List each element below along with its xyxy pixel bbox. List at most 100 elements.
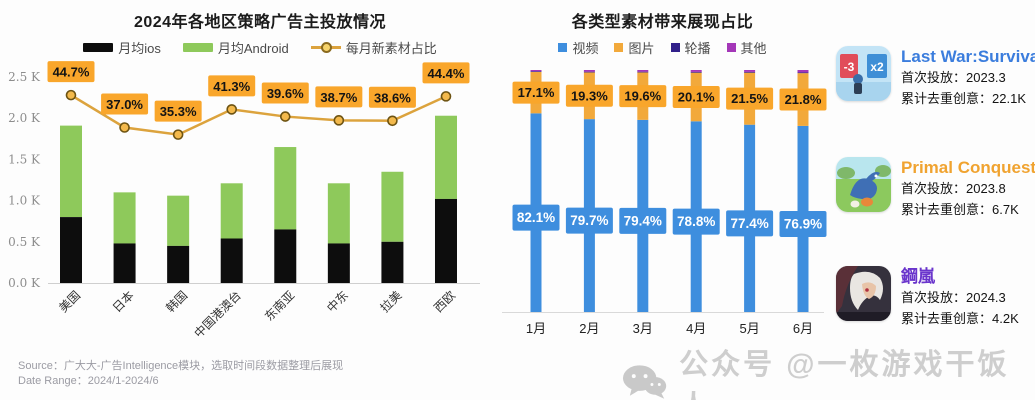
first-run-value: 2024.3 (966, 290, 1006, 305)
legend-item-video: 视频 (558, 38, 598, 57)
legend-label-ios: 月均ios (118, 41, 161, 56)
svg-text:82.1%: 82.1% (517, 210, 555, 225)
creatives-value: 4.2K (992, 311, 1019, 326)
creatives-label: 累计去重创意： (901, 91, 993, 106)
stacked-bar-line-chart: 0.0 K 0.5 K 1.0 K 1.5 K 2.0 K 2.5 K 美国 日本 韩国 中国港澳… (8, 61, 480, 341)
svg-text:0.5 K: 0.5 K (8, 235, 41, 249)
svg-text:2.0 K: 2.0 K (8, 111, 41, 125)
primal-conquest-icon-art (836, 157, 891, 212)
left-chart-legend: 月均ios 月均Android 每月新素材占比 (0, 38, 490, 57)
primal-conquest-app-icon (836, 157, 891, 212)
right-chart-legend: 视频 图片 轮播 其他 (490, 38, 835, 57)
svg-text:6月: 6月 (793, 321, 813, 336)
watermark-text: 公众号 @一枚游戏干饭人 (679, 349, 1010, 400)
svg-text:1.0 K: 1.0 K (8, 194, 41, 208)
svg-text:1.5 K: 1.5 K (8, 152, 41, 166)
svg-text:39.6%: 39.6% (267, 86, 304, 101)
legend-label-other: 其他 (740, 41, 767, 56)
creatives-label: 累计去重创意： (901, 311, 993, 326)
svg-text:21.8%: 21.8% (785, 92, 822, 107)
svg-text:1月: 1月 (526, 321, 546, 336)
svg-text:-3: -3 (844, 60, 855, 74)
svg-text:0.0 K: 0.0 K (8, 276, 41, 290)
first-run-label: 首次投放： (901, 290, 967, 305)
svg-text:日本: 日本 (110, 288, 137, 315)
svg-text:2.5 K: 2.5 K (8, 70, 41, 84)
app-card-last-war: -3 x2 Last War:Survival 首次投放：2023.3 累计去重… (836, 46, 1035, 109)
svg-text:76.9%: 76.9% (784, 216, 822, 231)
svg-text:77.4%: 77.4% (730, 216, 768, 231)
featured-apps-panel: -3 x2 Last War:Survival 首次投放：2023.3 累计去重… (830, 0, 1035, 400)
line-marker-icon (320, 42, 332, 53)
other-swatch (726, 43, 736, 52)
first-run-value: 2023.3 (966, 70, 1006, 85)
app-name: Last War:Survival (901, 47, 1035, 66)
gang-lan-app-icon (836, 266, 891, 321)
watermark: 公众号 @一枚游戏干饭人 (622, 341, 1035, 400)
last-war-app-icon: -3 x2 (836, 46, 891, 101)
svg-text:5月: 5月 (739, 321, 759, 336)
carousel-swatch (670, 43, 680, 52)
svg-text:41.3%: 41.3% (213, 79, 250, 94)
first-run-label: 首次投放： (901, 181, 967, 196)
legend-item-ios: 月均ios (83, 38, 161, 57)
svg-text:19.6%: 19.6% (624, 89, 661, 104)
android-swatch (182, 43, 213, 52)
first-run-label: 首次投放： (901, 70, 967, 85)
svg-text:20.1%: 20.1% (678, 89, 715, 104)
legend-label-android: 月均Android (217, 41, 289, 56)
legend-item-other: 其他 (726, 38, 767, 57)
svg-text:79.4%: 79.4% (624, 213, 662, 228)
gang-lan-icon-art (836, 266, 891, 321)
svg-text:79.7%: 79.7% (570, 213, 608, 228)
legend-item-image: 图片 (614, 38, 655, 57)
line-swatch (310, 42, 341, 53)
left-chart-title: 2024年各地区策略广告主投放情况 (133, 14, 387, 31)
creatives-value: 6.7K (992, 202, 1019, 217)
wechat-icon (622, 365, 667, 399)
svg-text:17.1%: 17.1% (518, 85, 555, 100)
svg-text:韩国: 韩国 (163, 288, 191, 316)
legend-label-carousel: 轮播 (684, 41, 711, 56)
legend-label-image: 图片 (628, 41, 655, 56)
image-swatch (614, 43, 624, 52)
app-card-gang-lan: 鋼嵐 首次投放：2024.3 累计去重创意：4.2K (836, 266, 1019, 329)
app-card-primal-conquest: Primal Conquest 首次投放：2023.8 累计去重创意：6.7K (836, 157, 1035, 220)
svg-text:44.7%: 44.7% (53, 65, 90, 80)
legend-item-android: 月均Android (182, 38, 289, 57)
stacked-percent-bar-chart: 1月 2月 3月 4月 5月 6月 82.1% 17.1% 79.7% 19.3% 79.4% 19.… (502, 70, 827, 336)
svg-text:21.5%: 21.5% (731, 91, 768, 106)
date-range-line: Date Range：2024/1-2024/6 (18, 375, 159, 387)
app-name: Primal Conquest (901, 158, 1035, 177)
last-war-icon-art: -3 x2 (836, 46, 891, 101)
svg-text:拉美: 拉美 (377, 288, 405, 316)
ios-swatch (83, 43, 114, 52)
creatives-value: 22.1K (992, 91, 1026, 106)
data-source-footer: Source：广大大-广告Intelligence模块，选取时间段数据整理后展现… (18, 359, 343, 389)
video-swatch (558, 43, 568, 52)
legend-label-video: 视频 (572, 41, 599, 56)
svg-text:78.8%: 78.8% (677, 214, 715, 229)
first-run-value: 2023.8 (966, 181, 1006, 196)
svg-text:美国: 美国 (56, 288, 83, 315)
svg-text:35.3%: 35.3% (160, 104, 197, 119)
svg-text:x2: x2 (870, 60, 884, 74)
creatives-label: 累计去重创意： (901, 202, 993, 217)
svg-text:3月: 3月 (633, 321, 653, 336)
source-line: Source：广大大-广告Intelligence模块，选取时间段数据整理后展现 (18, 360, 344, 372)
svg-text:19.3%: 19.3% (571, 88, 608, 103)
right-chart-title: 各类型素材带来展现占比 (571, 14, 754, 31)
svg-text:中东: 中东 (323, 288, 351, 316)
svg-text:38.7%: 38.7% (320, 90, 357, 105)
svg-text:东南亚: 东南亚 (261, 288, 297, 324)
svg-text:44.4%: 44.4% (428, 66, 465, 81)
svg-text:37.0%: 37.0% (106, 97, 143, 112)
svg-text:中国港澳台: 中国港澳台 (191, 288, 244, 341)
region-advertiser-chart: 2024年各地区策略广告主投放情况 月均ios 月均Android 每月新素材占… (0, 0, 490, 400)
svg-text:2月: 2月 (579, 321, 599, 336)
legend-label-material-ratio: 每月新素材占比 (345, 41, 437, 56)
material-type-chart: 各类型素材带来展现占比 视频 图片 轮播 其他 1月 2月 3月 4月 5月 6月 82.1… (490, 0, 835, 400)
legend-item-material-ratio: 每月新素材占比 (310, 38, 437, 57)
svg-text:38.6%: 38.6% (374, 90, 411, 105)
